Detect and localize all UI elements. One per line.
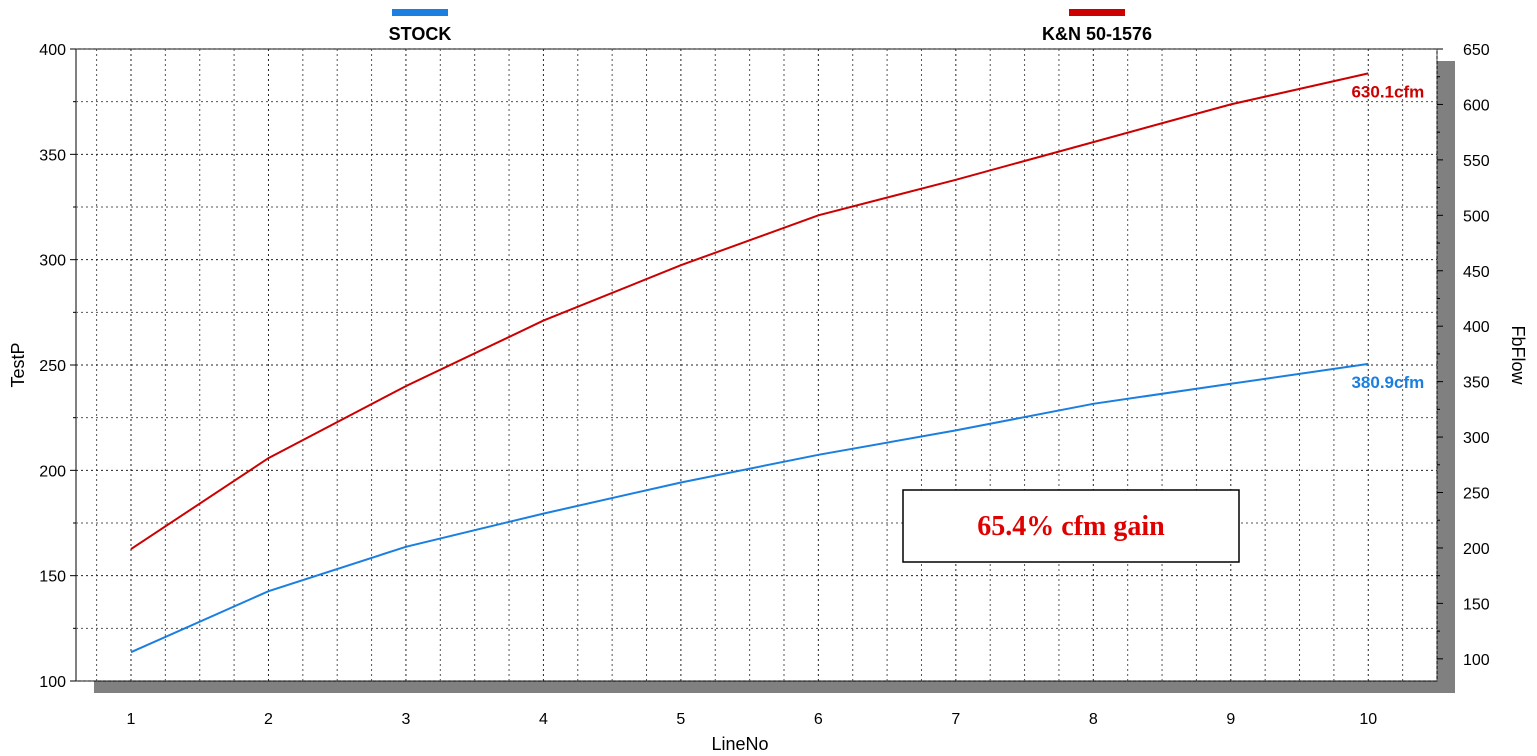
y2-tick-label: 600: [1463, 97, 1490, 114]
x-tick-label: 6: [814, 711, 823, 728]
series-line-1: [130, 362, 1369, 654]
y2-tick-label: 500: [1463, 208, 1490, 225]
y2-tick-label: 300: [1463, 430, 1490, 447]
x-tick-label: 1: [127, 711, 136, 728]
annotation: 65.4% cfm gain: [902, 489, 1240, 563]
x-tick-label: 10: [1359, 711, 1377, 728]
y2-tick-label: 650: [1463, 42, 1490, 59]
x-tick-label: 5: [676, 711, 685, 728]
x-axis-title: LineNo: [711, 734, 768, 754]
y-tick-label: 100: [39, 674, 66, 691]
series-end-label: 380.9cfm: [1351, 373, 1424, 392]
x-tick-label: 2: [264, 711, 273, 728]
legend-swatch: [392, 9, 448, 16]
y-tick-label: 350: [39, 147, 66, 164]
y2-tick-label: 250: [1463, 486, 1490, 503]
y2-axis-title: FbFlow: [1508, 325, 1528, 385]
series: 380.9cfm 630.1cfm: [130, 72, 1424, 654]
y-tick-label: 200: [39, 463, 66, 480]
annotation-text: 65.4% cfm gain: [977, 511, 1165, 542]
series-line-2: [130, 72, 1369, 550]
legend-label: STOCK: [389, 24, 452, 44]
axes: 100 150 200 250 300 350 400 100 150 200 250 300 350 4…: [8, 42, 1528, 754]
x-tick-label: 9: [1226, 711, 1235, 728]
y2-tick-label: 350: [1463, 375, 1490, 392]
x-tick-label: 8: [1089, 711, 1098, 728]
x-tick-label: 7: [951, 711, 960, 728]
y2-tick-label: 450: [1463, 264, 1490, 281]
legend-swatch: [1069, 9, 1125, 16]
legend-label: K&N 50-1576: [1042, 24, 1152, 44]
grid: [76, 48, 1438, 682]
y2-tick-label: 400: [1463, 319, 1490, 336]
y-tick-label: 250: [39, 358, 66, 375]
y-tick-label: 150: [39, 569, 66, 586]
y2-tick-label: 100: [1463, 652, 1490, 669]
y2-tick-label: 200: [1463, 541, 1490, 558]
x-tick-label: 3: [401, 711, 410, 728]
x-tick-label: 4: [539, 711, 548, 728]
series-end-label: 630.1cfm: [1351, 82, 1424, 101]
y2-tick-label: 150: [1463, 596, 1490, 613]
annotation-box: [902, 489, 1240, 563]
y-tick-label: 400: [39, 42, 66, 59]
y-tick-label: 300: [39, 253, 66, 270]
legend: STOCK K&N 50-1576: [389, 9, 1152, 44]
y-axis-title: TestP: [8, 342, 28, 387]
y2-tick-label: 550: [1463, 153, 1490, 170]
